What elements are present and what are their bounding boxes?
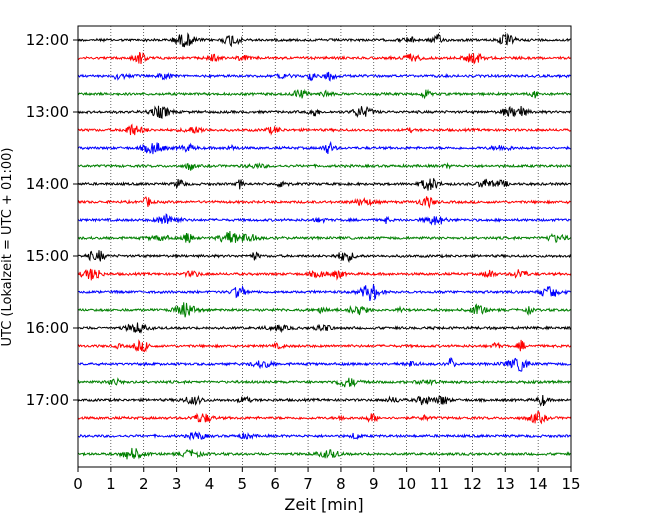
trace-1230	[77, 71, 572, 82]
y-tick-label: 15:00	[26, 247, 69, 265]
x-axis-ticks: 0 1 2 3 4 5 6 7 8 9 10 11 12 13 14 15	[73, 467, 581, 493]
x-tick-label: 12	[463, 475, 482, 493]
y-tick-label: 16:00	[26, 319, 69, 337]
x-tick-label: 0	[73, 475, 83, 493]
y-axis-ticks: 12:00 13:00 14:00 15:00 16:00 17:00	[26, 31, 78, 409]
trace-1515	[77, 268, 572, 281]
trace-1745	[77, 447, 572, 460]
y-tick-label: 14:00	[26, 175, 69, 193]
x-tick-label: 14	[529, 475, 548, 493]
trace-1400	[77, 178, 572, 191]
trace-1245	[77, 88, 572, 100]
trace-1315	[77, 123, 572, 136]
trace-1430	[77, 213, 571, 226]
x-tick-label: 10	[397, 475, 416, 493]
x-tick-label: 7	[303, 475, 313, 493]
trace-1530	[77, 283, 572, 302]
trace-1330	[77, 140, 572, 155]
x-tick-label: 1	[106, 475, 116, 493]
x-tick-label: 4	[205, 475, 215, 493]
x-tick-label: 11	[430, 475, 449, 493]
trace-1200	[77, 32, 571, 48]
x-tick-label: 5	[238, 475, 248, 493]
trace-1645	[77, 377, 572, 388]
trace-1215	[77, 51, 572, 65]
x-axis-label: Zeit [min]	[284, 495, 363, 514]
trace-1600	[77, 322, 572, 334]
trace-1415	[77, 196, 571, 209]
x-tick-label: 6	[270, 475, 280, 493]
y-tick-label: 12:00	[26, 31, 69, 49]
x-tick-label: 15	[561, 475, 580, 493]
y-tick-label: 17:00	[26, 391, 69, 409]
y-axis-label: UTC (Lokalzeit = UTC + 01:00)	[0, 148, 15, 347]
x-tick-label: 2	[139, 475, 149, 493]
trace-1500	[77, 250, 572, 264]
x-tick-label: 3	[172, 475, 182, 493]
trace-1715	[77, 411, 572, 425]
trace-1545	[77, 302, 572, 318]
plot-frame	[77, 25, 572, 468]
trace-1730	[77, 431, 572, 441]
trace-1300	[77, 105, 571, 119]
plot-background	[78, 26, 571, 467]
trace-1615	[77, 339, 572, 353]
x-tick-label: 8	[336, 475, 346, 493]
y-tick-label: 13:00	[26, 103, 69, 121]
trace-1445	[77, 230, 572, 244]
trace-1700	[77, 394, 572, 407]
x-tick-label: 13	[496, 475, 515, 493]
trace-1630	[77, 356, 572, 372]
seismic-traces	[77, 32, 572, 460]
x-tick-label: 9	[369, 475, 379, 493]
trace-1345	[77, 162, 572, 171]
